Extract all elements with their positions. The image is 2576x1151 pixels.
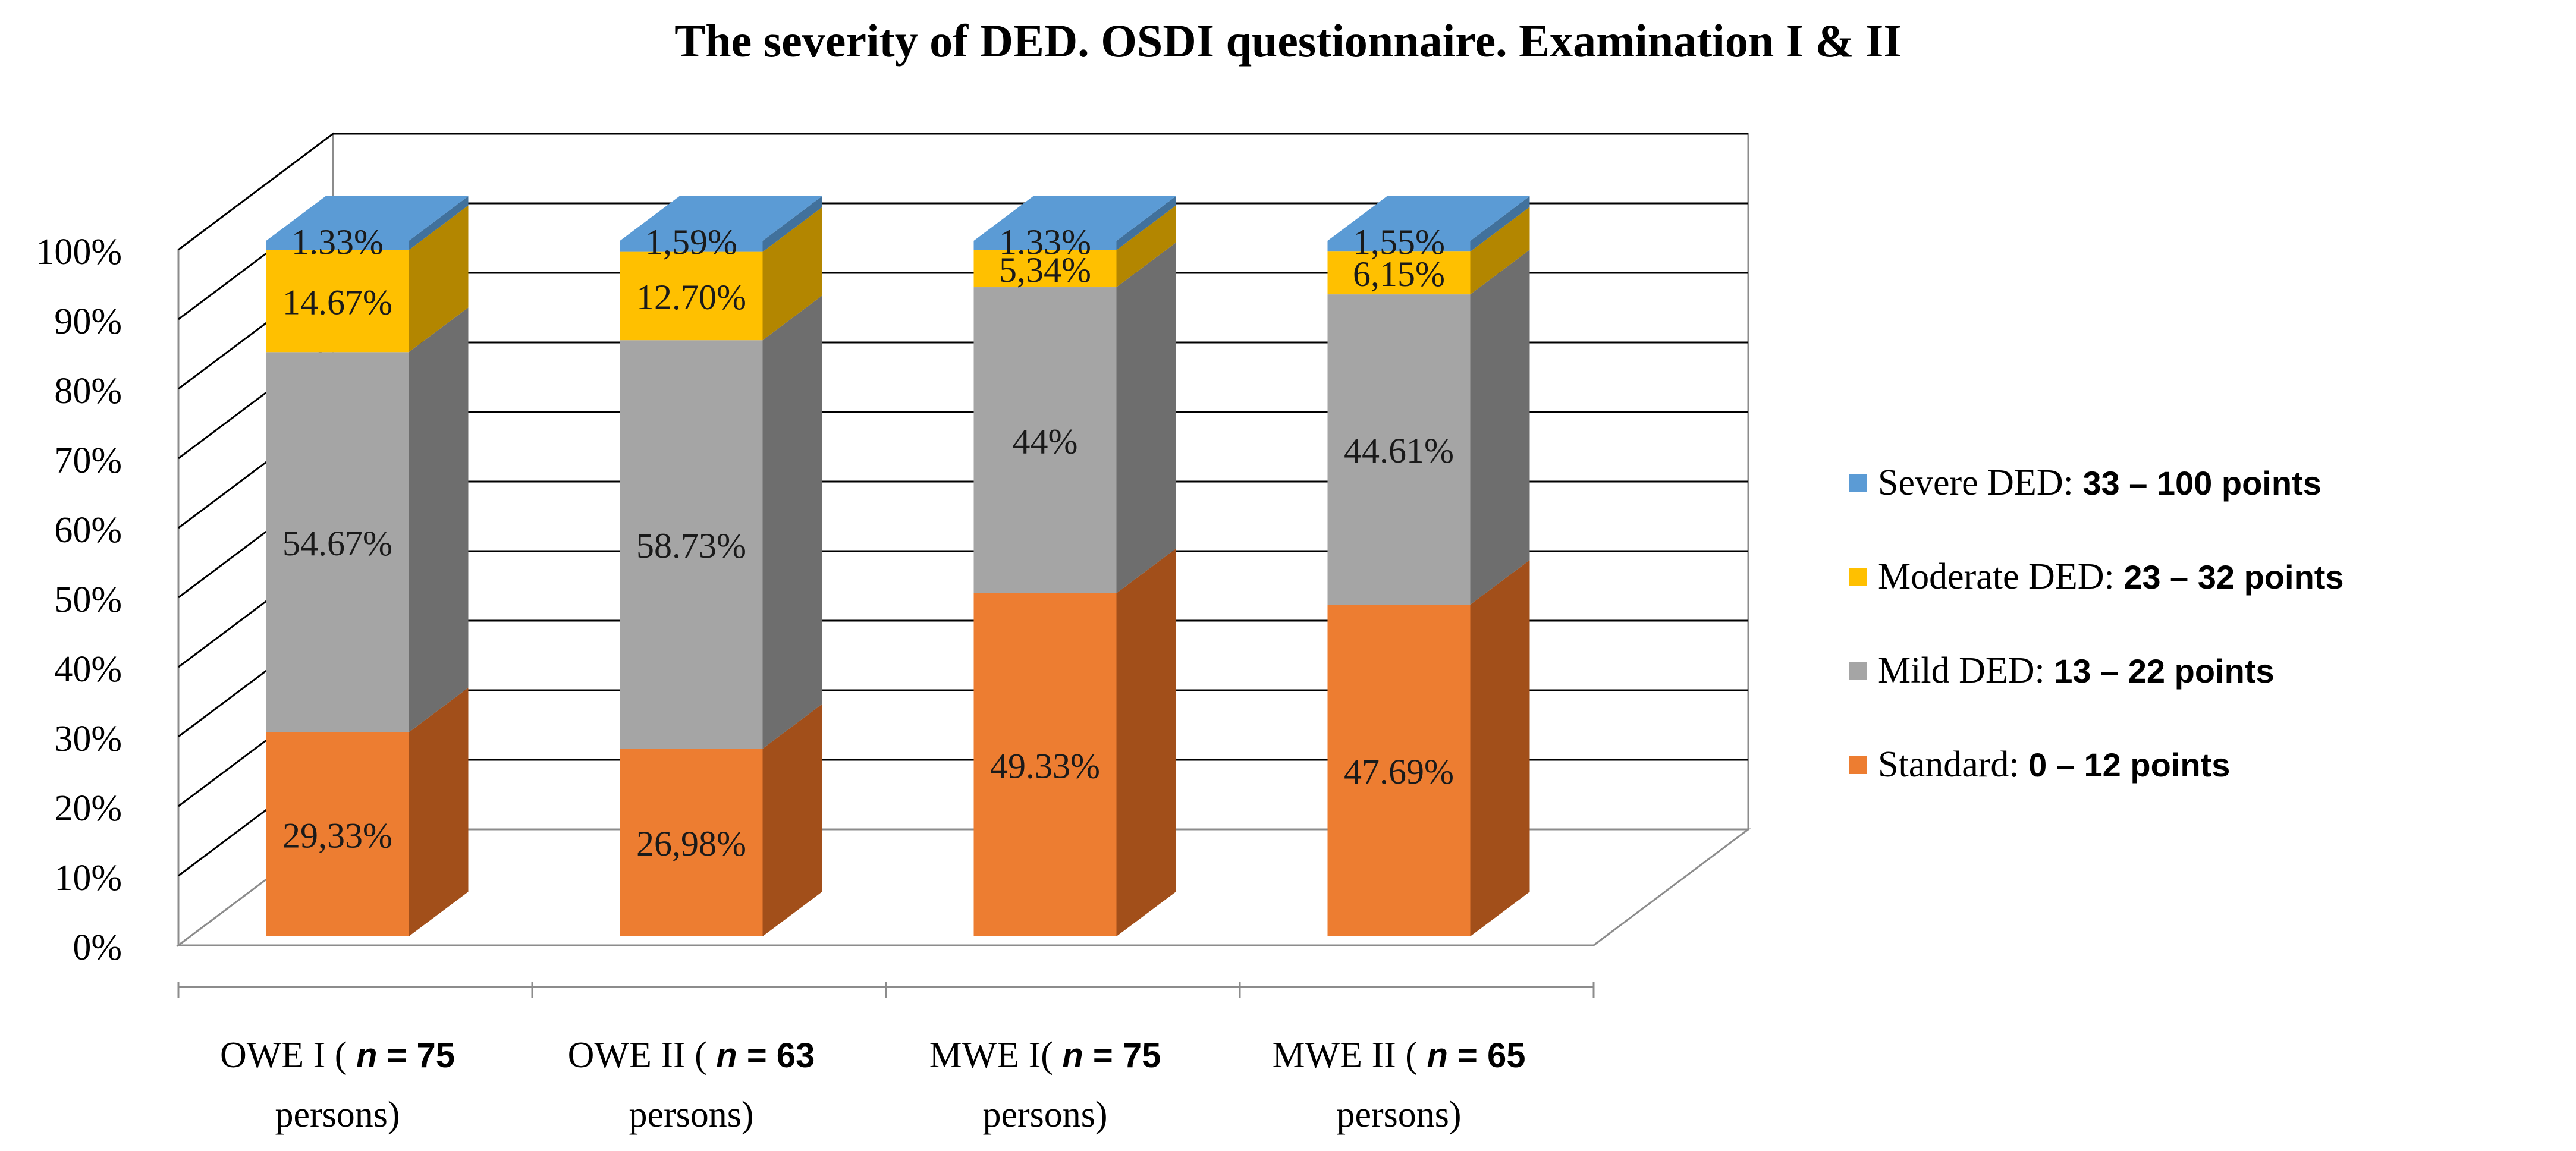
data-label: 1,59% xyxy=(645,222,737,262)
legend-swatch xyxy=(1849,662,1867,680)
data-label: 6,15% xyxy=(1353,254,1445,294)
chart-title: The severity of DED. OSDI questionnaire.… xyxy=(674,15,1902,67)
bar-segment-side xyxy=(762,196,822,252)
legend-swatch xyxy=(1849,474,1867,492)
data-label: 26,98% xyxy=(636,824,746,863)
y-tick-label: 100% xyxy=(36,232,122,272)
bar-segment-side xyxy=(1470,207,1530,295)
data-label: 49.33% xyxy=(990,746,1100,785)
bar-segment xyxy=(973,593,1117,936)
x-tick-label: OWE II ( n = 63 xyxy=(568,1035,815,1075)
y-tick-label: 90% xyxy=(54,301,122,342)
bar-top xyxy=(620,196,822,241)
data-labels: 29,33% 54.67% 14.67% 1.33% 26,98% 58.73% 12.70… xyxy=(282,222,1454,863)
chart-bars xyxy=(266,196,1530,936)
bar-segment-side xyxy=(1116,243,1176,593)
gridline xyxy=(178,133,1748,251)
data-label: 44% xyxy=(1013,422,1078,461)
bar-segment xyxy=(973,250,1117,288)
bar-segment-side xyxy=(409,687,469,936)
data-label: 1.33% xyxy=(999,222,1091,262)
bar-segment xyxy=(620,749,763,936)
y-tick-label: 60% xyxy=(54,510,122,551)
x-tick-label-line2: persons) xyxy=(275,1095,400,1135)
y-tick-label: 30% xyxy=(54,719,122,759)
bar-segment xyxy=(1327,294,1471,605)
bar-top xyxy=(1327,196,1530,241)
legend-swatch xyxy=(1849,756,1867,774)
bar-segment xyxy=(266,241,409,250)
bar-segment-side xyxy=(1116,196,1176,250)
legend-swatch xyxy=(1849,568,1867,586)
bar-segment-side xyxy=(762,295,822,749)
y-tick-label: 0% xyxy=(73,927,122,968)
x-axis-labels: OWE I ( n = 75 persons) OWE II ( n = 63 per… xyxy=(220,1035,1526,1135)
bar-segment-side xyxy=(1116,548,1176,936)
bar-top xyxy=(973,196,1176,241)
bar-segment xyxy=(266,352,409,732)
legend-label: Mild DED: 13 – 22 points xyxy=(1878,650,2275,691)
bar-segment xyxy=(266,732,409,936)
bar-segment-side xyxy=(762,704,822,936)
bar-segment-side xyxy=(409,307,469,732)
data-label: 58.73% xyxy=(636,526,746,565)
bar-segment xyxy=(973,287,1117,593)
x-tick-label: MWE II ( n = 65 xyxy=(1272,1035,1525,1075)
data-label: 1,55% xyxy=(1353,222,1445,262)
bar-segment xyxy=(973,241,1117,250)
y-tick-label: 10% xyxy=(54,858,122,898)
legend-item: Severe DED: 33 – 100 points xyxy=(1849,463,2321,503)
x-tick-label: OWE I ( n = 75 xyxy=(220,1035,455,1075)
legend-item: Moderate DED: 23 – 32 points xyxy=(1849,556,2344,597)
data-label: 12.70% xyxy=(636,278,746,317)
bar-segment xyxy=(620,241,763,252)
x-tick-label: MWE I( n = 75 xyxy=(929,1035,1161,1075)
bar-group-3 xyxy=(973,196,1176,936)
bar-segment xyxy=(620,340,763,749)
legend-label: Moderate DED: 23 – 32 points xyxy=(1878,556,2344,597)
data-label: 29,33% xyxy=(282,816,392,855)
legend-label: Standard: 0 – 12 points xyxy=(1878,744,2230,785)
bar-segment-side xyxy=(1116,205,1176,287)
bar-segment-side xyxy=(1470,250,1530,605)
x-tick-label-line2: persons) xyxy=(629,1095,753,1135)
bar-group-2 xyxy=(620,196,822,936)
data-label: 47.69% xyxy=(1344,752,1454,791)
bar-top xyxy=(266,196,469,241)
bar-segment-side xyxy=(762,207,822,341)
bar-group-4 xyxy=(1327,196,1530,936)
bar-segment-side xyxy=(1470,196,1530,252)
bar-group-1 xyxy=(266,196,469,936)
data-label: 44.61% xyxy=(1344,431,1454,470)
chart-legend: Severe DED: 33 – 100 points Moderate DED:… xyxy=(1849,463,2344,785)
bar-segment xyxy=(1327,605,1471,936)
x-axis xyxy=(177,982,1595,998)
bar-segment-side xyxy=(1470,560,1530,936)
y-tick-label: 40% xyxy=(54,649,122,690)
y-tick-label: 20% xyxy=(54,788,122,829)
data-label: 5,34% xyxy=(999,250,1091,290)
bar-segment xyxy=(1327,251,1471,295)
x-tick-label-line2: persons) xyxy=(1336,1095,1461,1135)
y-tick-label: 70% xyxy=(54,441,122,481)
y-tick-label: 80% xyxy=(54,371,122,411)
bar-segment xyxy=(1327,241,1471,252)
bar-segment xyxy=(266,250,409,353)
data-label: 1.33% xyxy=(291,222,384,262)
legend-item: Standard: 0 – 12 points xyxy=(1849,744,2230,785)
y-tick-label: 50% xyxy=(54,580,122,620)
data-label: 14.67% xyxy=(282,282,392,322)
bar-segment-side xyxy=(409,205,469,353)
y-axis-ticks: 0% 10% 20% 30% 40% 50% 60% 70% 80% 90% 100% xyxy=(36,232,122,968)
data-label: 54.67% xyxy=(282,524,392,563)
legend-item: Mild DED: 13 – 22 points xyxy=(1849,650,2275,691)
x-tick-label-line2: persons) xyxy=(982,1095,1107,1135)
bar-segment xyxy=(620,251,763,341)
bar-segment-side xyxy=(409,196,469,250)
legend-label: Severe DED: 33 – 100 points xyxy=(1878,463,2321,503)
